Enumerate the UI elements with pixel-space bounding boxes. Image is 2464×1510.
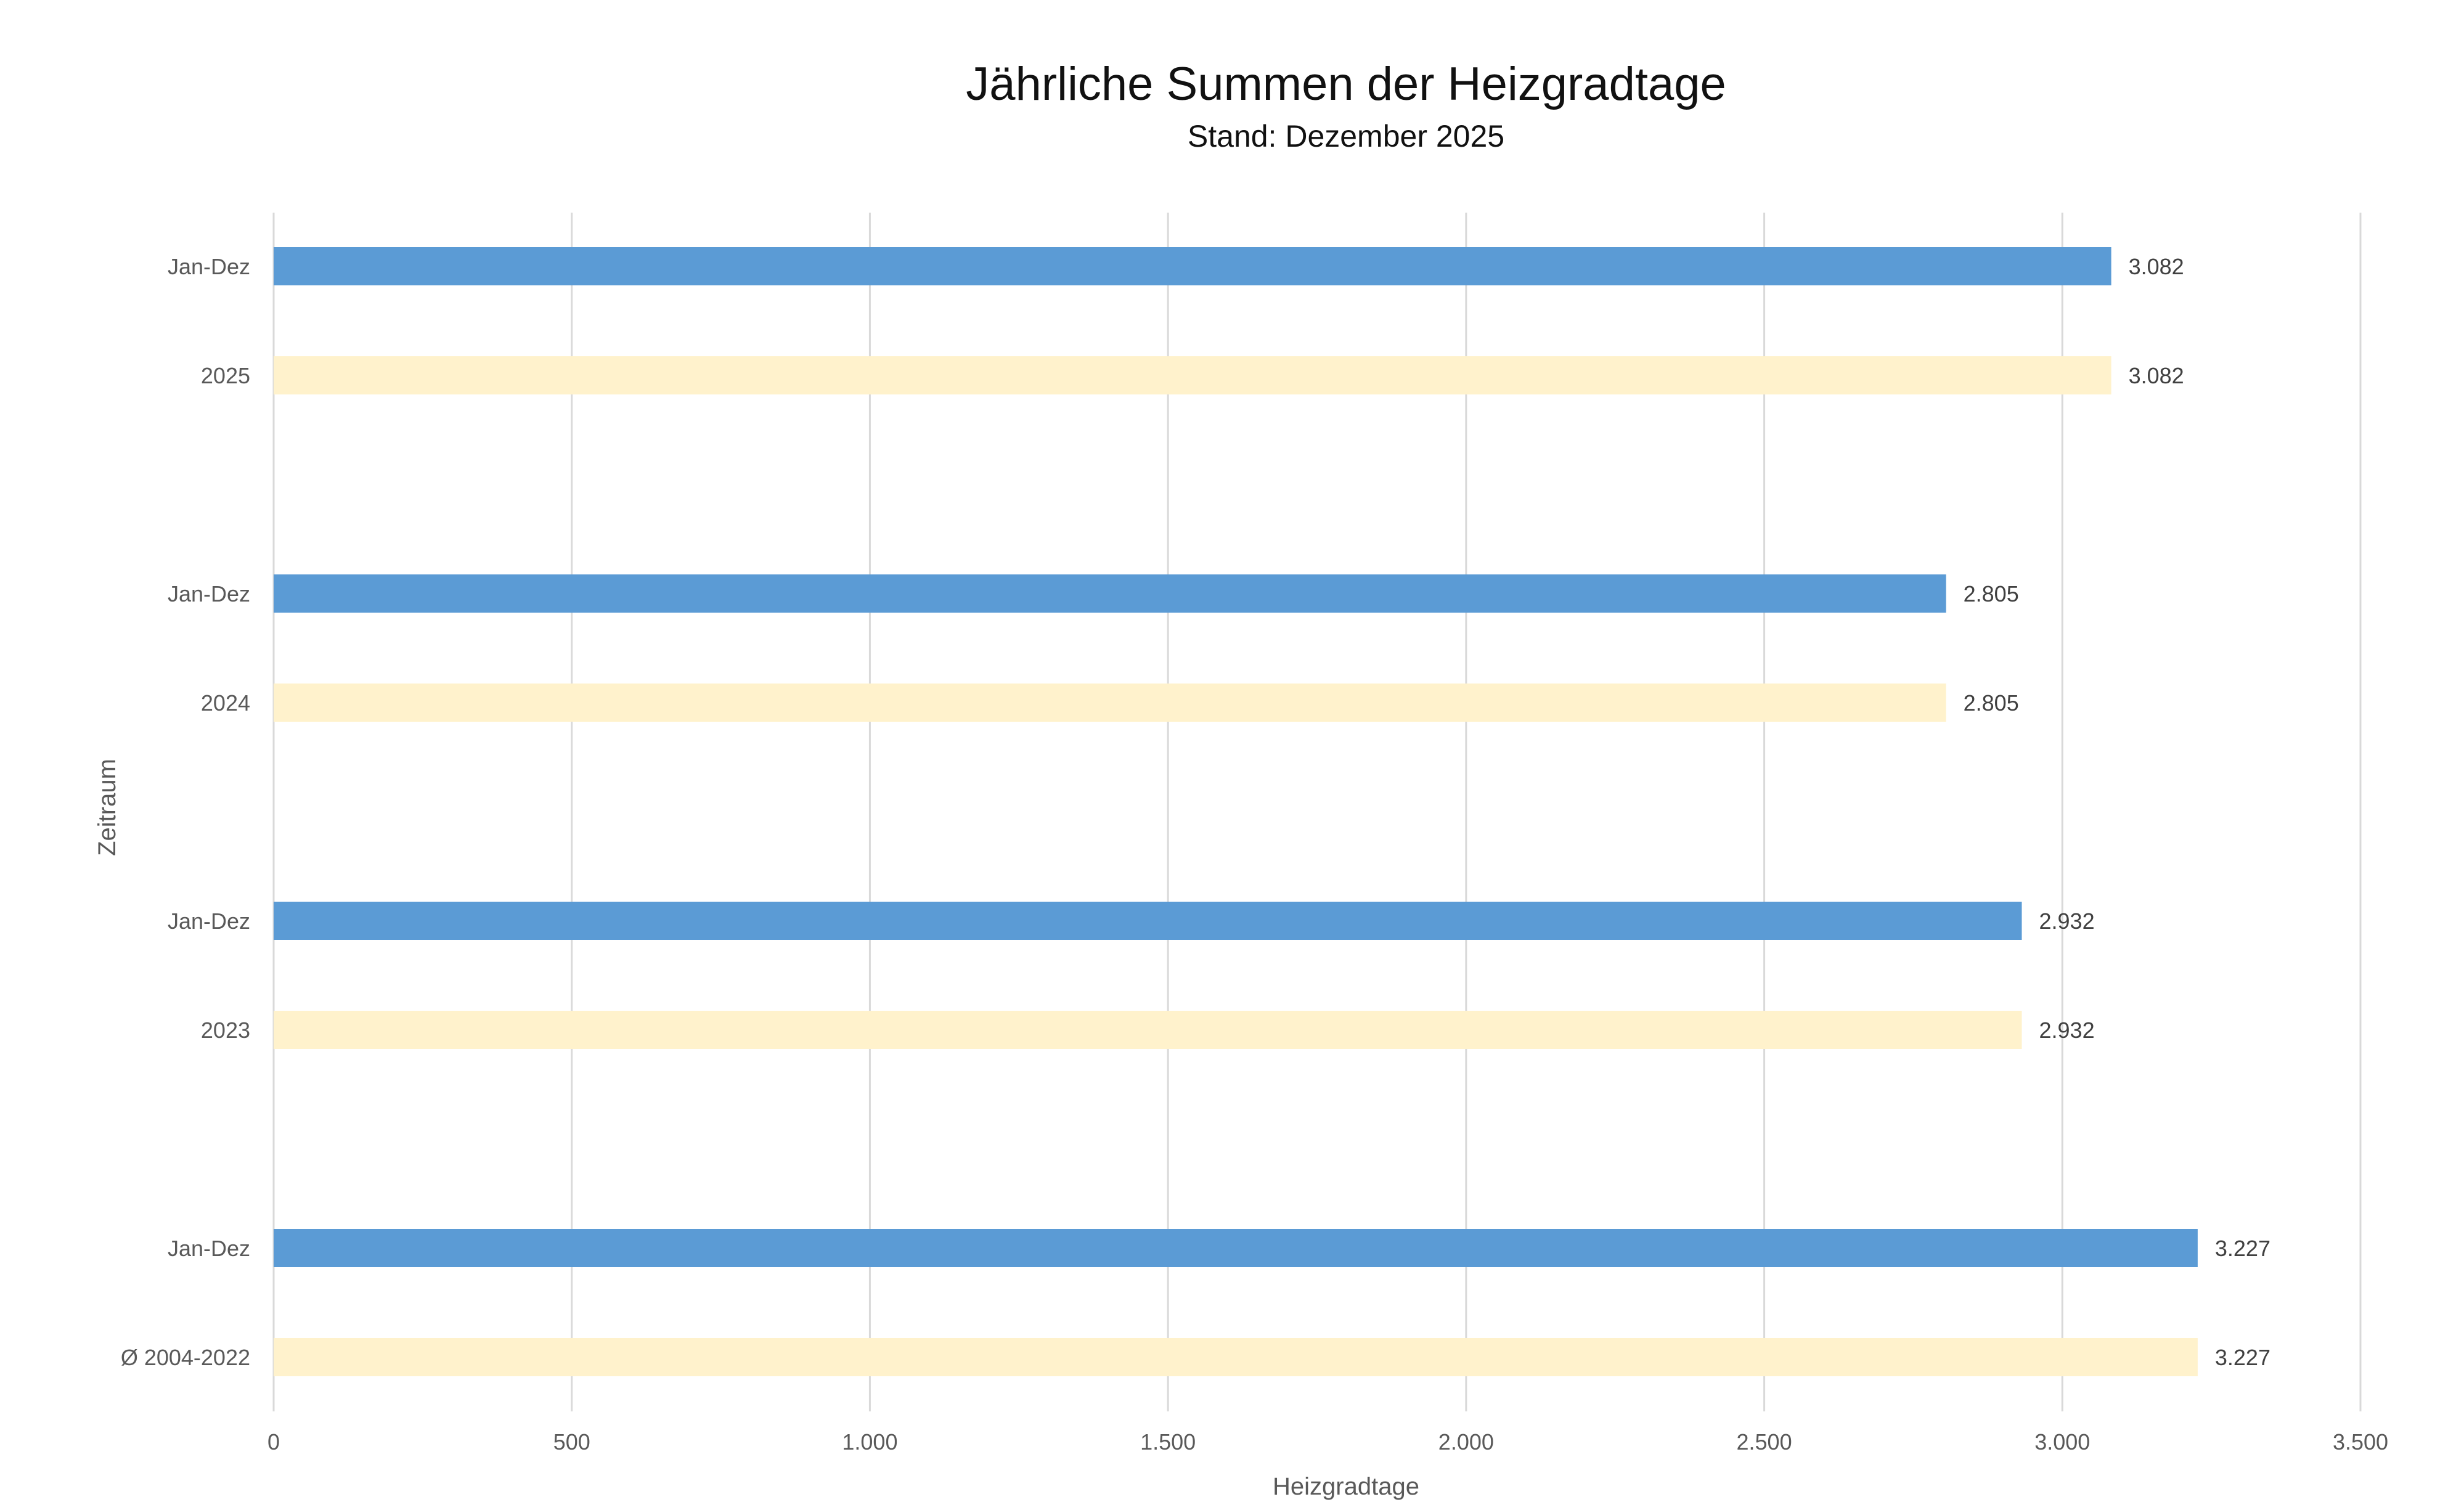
category-label: 2023 (201, 1018, 250, 1043)
bar-value-label: 2.932 (2039, 908, 2095, 934)
x-tick-label: 0 (267, 1429, 280, 1455)
category-label: Jan-Dez (168, 581, 250, 606)
bar (274, 684, 1946, 722)
x-tick-label: 1.000 (842, 1429, 897, 1455)
bar (274, 356, 2111, 394)
bar (274, 1011, 2022, 1049)
x-tick-label: 3.500 (2333, 1429, 2388, 1455)
bar (274, 902, 2022, 940)
y-axis-title: Zeitraum (94, 759, 121, 856)
chart-title: Jährliche Summen der Heizgradtage (966, 58, 1726, 110)
bar-value-label: 3.227 (2215, 1345, 2270, 1370)
bar (274, 1338, 2198, 1376)
bar-value-label: 2.805 (1964, 690, 2019, 716)
x-axis-title: Heizgradtage (1273, 1473, 1419, 1500)
bar (274, 247, 2111, 285)
x-tick-label: 2.500 (1737, 1429, 1792, 1455)
bar-value-label: 3.227 (2215, 1236, 2270, 1261)
category-labels: Jan-Dez 2025 Jan-Dez 2024 Jan-Dez 2023 Jan-Dez… (121, 254, 250, 1370)
bar (274, 1229, 2198, 1267)
category-label: Jan-Dez (168, 254, 250, 279)
bars: 3.082 3.082 2.805 2.805 2.932 2.932 3.227 3.227 (274, 247, 2270, 1376)
x-axis-ticks: 0 500 1.000 1.500 2.000 2.500 3.000 3.500 (267, 1429, 2388, 1455)
x-tick-label: 500 (553, 1429, 590, 1455)
category-label: 2024 (201, 690, 250, 716)
x-tick-label: 2.000 (1438, 1429, 1494, 1455)
x-tick-label: 3.000 (2034, 1429, 2090, 1455)
category-label: Jan-Dez (168, 908, 250, 934)
bar (274, 574, 1946, 613)
category-label: Ø 2004-2022 (121, 1345, 250, 1370)
category-label: Jan-Dez (168, 1236, 250, 1261)
x-tick-label: 1.500 (1140, 1429, 1196, 1455)
chart-subtitle: Stand: Dezember 2025 (1188, 119, 1504, 153)
bar-value-label: 3.082 (2129, 363, 2184, 388)
bar-value-label: 3.082 (2129, 254, 2184, 279)
gridlines (272, 213, 2362, 1411)
bar-value-label: 2.805 (1964, 581, 2019, 606)
bar-value-label: 2.932 (2039, 1018, 2095, 1043)
category-label: 2025 (201, 363, 250, 388)
